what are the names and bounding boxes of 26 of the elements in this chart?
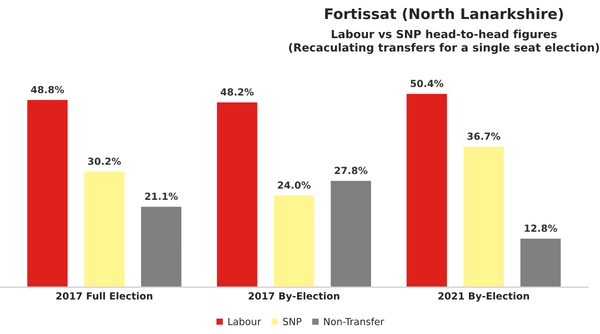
- data-label: 27.8%: [334, 166, 368, 174]
- bar: [26, 98, 69, 288]
- legend-label: SNP: [283, 318, 302, 326]
- bar: [82, 170, 126, 288]
- bar: [519, 237, 562, 288]
- bar: [329, 180, 372, 288]
- data-label: 30.2%: [88, 158, 121, 165]
- legend-label: Labour: [228, 318, 262, 326]
- x-tick-label: 2021 By-Election: [438, 292, 529, 302]
- bar: [405, 92, 448, 288]
- legend-label: Non-Transfer: [324, 318, 384, 326]
- chart-title: Fortissat (North Lanarkshire): [325, 8, 563, 21]
- data-label: 12.8%: [524, 224, 558, 232]
- data-label: 50.4%: [410, 80, 444, 88]
- data-label: 36.7%: [467, 132, 500, 140]
- data-label: 21.1%: [145, 192, 178, 200]
- x-tick-label: 2017 By-Election: [248, 292, 340, 302]
- bar: [272, 194, 316, 288]
- bar: [216, 100, 259, 288]
- data-label: 24.0%: [278, 181, 311, 189]
- data-label: 48.8%: [30, 86, 64, 94]
- bar: [462, 145, 506, 288]
- bar: [140, 205, 183, 288]
- chart-subtitle: Labour vs SNP head-to-head figures (Recaculating transfers for a single seat election): [289, 30, 599, 54]
- x-tick-label: 2017 Full Election: [56, 292, 152, 300]
- data-label: 48.2%: [220, 88, 254, 96]
